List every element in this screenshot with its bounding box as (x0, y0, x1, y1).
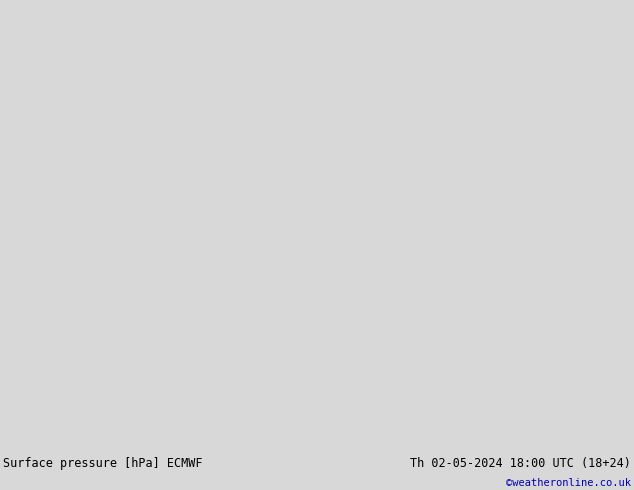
Text: ©weatheronline.co.uk: ©weatheronline.co.uk (506, 478, 631, 488)
Text: Th 02-05-2024 18:00 UTC (18+24): Th 02-05-2024 18:00 UTC (18+24) (410, 457, 631, 469)
Text: Surface pressure [hPa] ECMWF: Surface pressure [hPa] ECMWF (3, 457, 203, 469)
